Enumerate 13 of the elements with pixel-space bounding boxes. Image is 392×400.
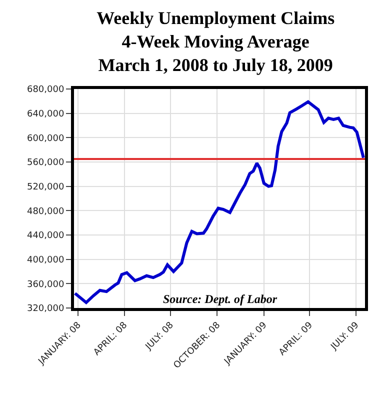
y-tick-label: 320,000 <box>26 304 64 314</box>
chart-title: Weekly Unemployment Claims 4-Week Moving Average March 1, 2008 to July 18, 2009 <box>96 8 335 75</box>
y-tick-label: 680,000 <box>26 85 64 96</box>
y-tick-label: 480,000 <box>26 206 64 217</box>
y-tick-label: 520,000 <box>26 182 64 192</box>
y-tick-label: 400,000 <box>26 255 64 266</box>
y-tick-label: 640,000 <box>26 109 64 120</box>
line-series <box>74 100 365 304</box>
annotation: Source: Dept. of Labor <box>163 292 278 306</box>
y-tick-label: 600,000 <box>26 134 64 144</box>
y-tick-label: 360,000 <box>26 280 64 290</box>
y-tick-label: 440,000 <box>26 231 64 242</box>
y-tick-label: 560,000 <box>26 158 64 168</box>
